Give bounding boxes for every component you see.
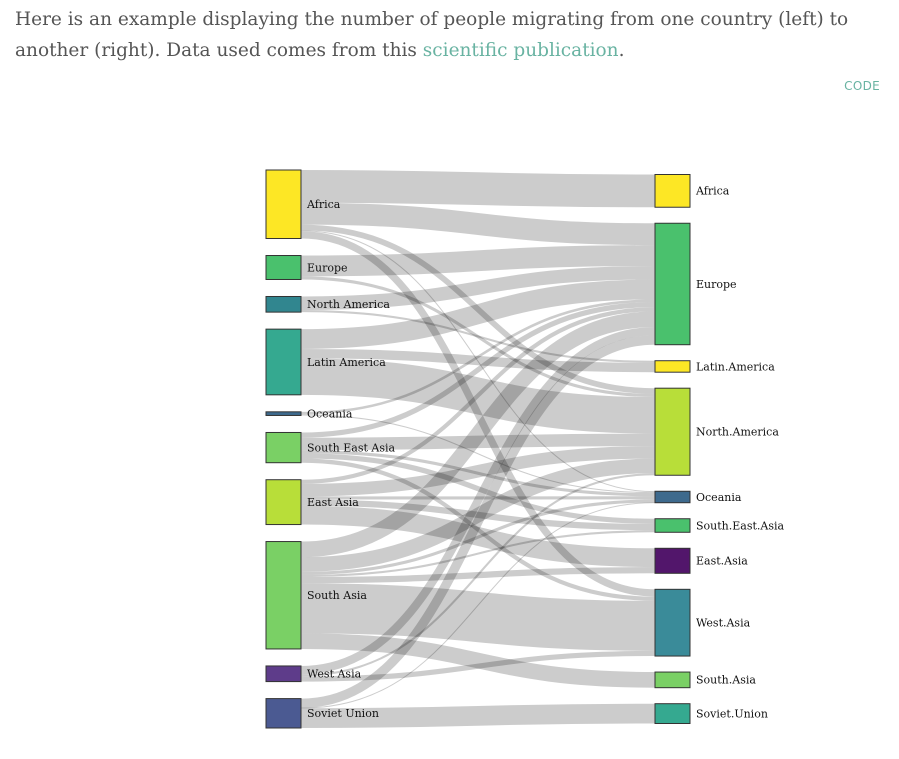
source-node-label-soviet-union: Soviet Union [307, 707, 379, 720]
source-node-south-east-asia[interactable] [265, 431, 302, 464]
target-node-east-asia[interactable] [654, 547, 691, 574]
target-node-label-north-america: North.America [696, 426, 779, 439]
flow-south-east-asia-to-west-asia[interactable] [300, 458, 656, 601]
source-node-label-south-asia: South Asia [307, 589, 367, 602]
flow-oceania-to-oceania[interactable] [300, 414, 656, 494]
target-node-label-west-asia: West.Asia [696, 617, 751, 630]
target-node-label-europe: Europe [696, 278, 737, 291]
code-button[interactable]: CODE [844, 79, 880, 93]
source-node-east-asia[interactable] [265, 479, 302, 526]
source-node-north-america[interactable] [265, 295, 302, 313]
flow-east-asia-to-south-east-asia[interactable] [300, 499, 656, 531]
target-node-label-south-asia: South.Asia [696, 674, 756, 687]
target-node-west-asia[interactable] [654, 588, 691, 657]
flow-africa-to-oceania[interactable] [300, 230, 656, 493]
flow-west-asia-to-europe[interactable] [300, 326, 656, 675]
target-node-label-oceania: Oceania [696, 491, 742, 504]
target-node-label-africa: Africa [695, 185, 730, 198]
target-node-africa[interactable] [654, 174, 691, 208]
intro-text-end: . [618, 40, 625, 61]
target-node-latin-america[interactable] [654, 360, 691, 373]
source-node-latin-america[interactable] [265, 328, 302, 396]
source-node-europe[interactable] [265, 255, 302, 280]
source-node-label-oceania: Oceania [307, 407, 353, 420]
target-node-south-asia[interactable] [654, 671, 691, 689]
source-node-oceania[interactable] [265, 411, 302, 416]
flow-africa-to-north-america[interactable] [300, 224, 656, 394]
source-node-label-europe: Europe [307, 261, 348, 274]
target-node-label-east-asia: East.Asia [696, 555, 748, 568]
target-node-south-east-asia[interactable] [654, 518, 691, 533]
flow-north-america-to-latin-america[interactable] [300, 310, 656, 363]
flow-soviet-union-to-soviet-union[interactable] [300, 703, 656, 728]
flow-soviet-union-to-oceania[interactable] [300, 502, 656, 709]
flow-south-east-asia-to-north-america[interactable] [300, 433, 656, 451]
source-node-label-south-east-asia: South East Asia [307, 441, 396, 454]
source-node-soviet-union[interactable] [265, 698, 302, 729]
source-node-label-africa: Africa [306, 198, 341, 211]
flow-africa-to-west-asia[interactable] [300, 231, 656, 597]
flow-europe-to-north-america[interactable] [300, 276, 656, 398]
flow-west-asia-to-north-america[interactable] [300, 473, 656, 677]
flow-south-asia-to-south-asia[interactable] [300, 633, 656, 688]
target-node-label-latin-america: Latin.America [696, 360, 775, 373]
target-node-north-america[interactable] [654, 387, 691, 476]
links-layer [300, 170, 656, 728]
flow-east-asia-to-north-america[interactable] [300, 446, 656, 497]
flow-south-asia-to-west-asia[interactable] [300, 583, 656, 651]
source-node-south-asia[interactable] [265, 541, 302, 650]
nodes-layer: Africa Europe North America Latin America Oc… [265, 169, 785, 729]
flow-south-asia-to-east-asia[interactable] [300, 567, 656, 584]
flow-soviet-union-to-europe[interactable] [300, 335, 656, 708]
flow-latin-america-to-latin-america[interactable] [300, 348, 656, 373]
source-node-africa[interactable] [265, 169, 302, 240]
target-node-oceania[interactable] [654, 490, 691, 504]
flow-south-east-asia-to-oceania[interactable] [300, 450, 656, 497]
source-node-label-north-america: North America [307, 298, 390, 311]
flow-oceania-to-europe[interactable] [300, 299, 656, 415]
flow-north-america-to-europe[interactable] [300, 265, 656, 311]
flow-south-asia-to-oceania[interactable] [300, 499, 656, 575]
flow-west-asia-to-west-asia[interactable] [300, 650, 656, 682]
flow-africa-to-africa[interactable] [300, 170, 656, 208]
flow-south-asia-to-south-east-asia[interactable] [300, 530, 656, 578]
source-node-west-asia[interactable] [265, 665, 302, 683]
flow-south-east-asia-to-europe[interactable] [300, 301, 656, 438]
source-node-label-east-asia: East Asia [307, 496, 359, 509]
flow-east-asia-to-east-asia[interactable] [300, 505, 656, 568]
flow-latin-america-to-north-america[interactable] [300, 358, 656, 434]
target-node-label-soviet-union: Soviet.Union [696, 707, 768, 720]
target-node-soviet-union[interactable] [654, 703, 691, 724]
flow-south-asia-to-europe[interactable] [300, 311, 656, 558]
intro-paragraph: Here is an example displaying the number… [15, 4, 875, 66]
flow-south-east-asia-to-south-east-asia[interactable] [300, 453, 656, 524]
source-node-label-latin-america: Latin America [307, 356, 386, 369]
flow-europe-to-europe[interactable] [300, 245, 656, 277]
intro-text: Here is an example displaying the number… [15, 9, 849, 61]
flow-east-asia-to-europe[interactable] [300, 307, 656, 484]
source-node-label-west-asia: West Asia [307, 668, 362, 681]
target-node-label-south-east-asia: South.East.Asia [696, 519, 785, 532]
flow-south-asia-to-north-america[interactable] [300, 458, 656, 572]
flow-africa-to-europe[interactable] [300, 202, 656, 246]
flow-latin-america-to-europe[interactable] [300, 279, 656, 349]
target-node-europe[interactable] [654, 222, 691, 346]
publication-link[interactable]: scientific publication [422, 40, 619, 61]
